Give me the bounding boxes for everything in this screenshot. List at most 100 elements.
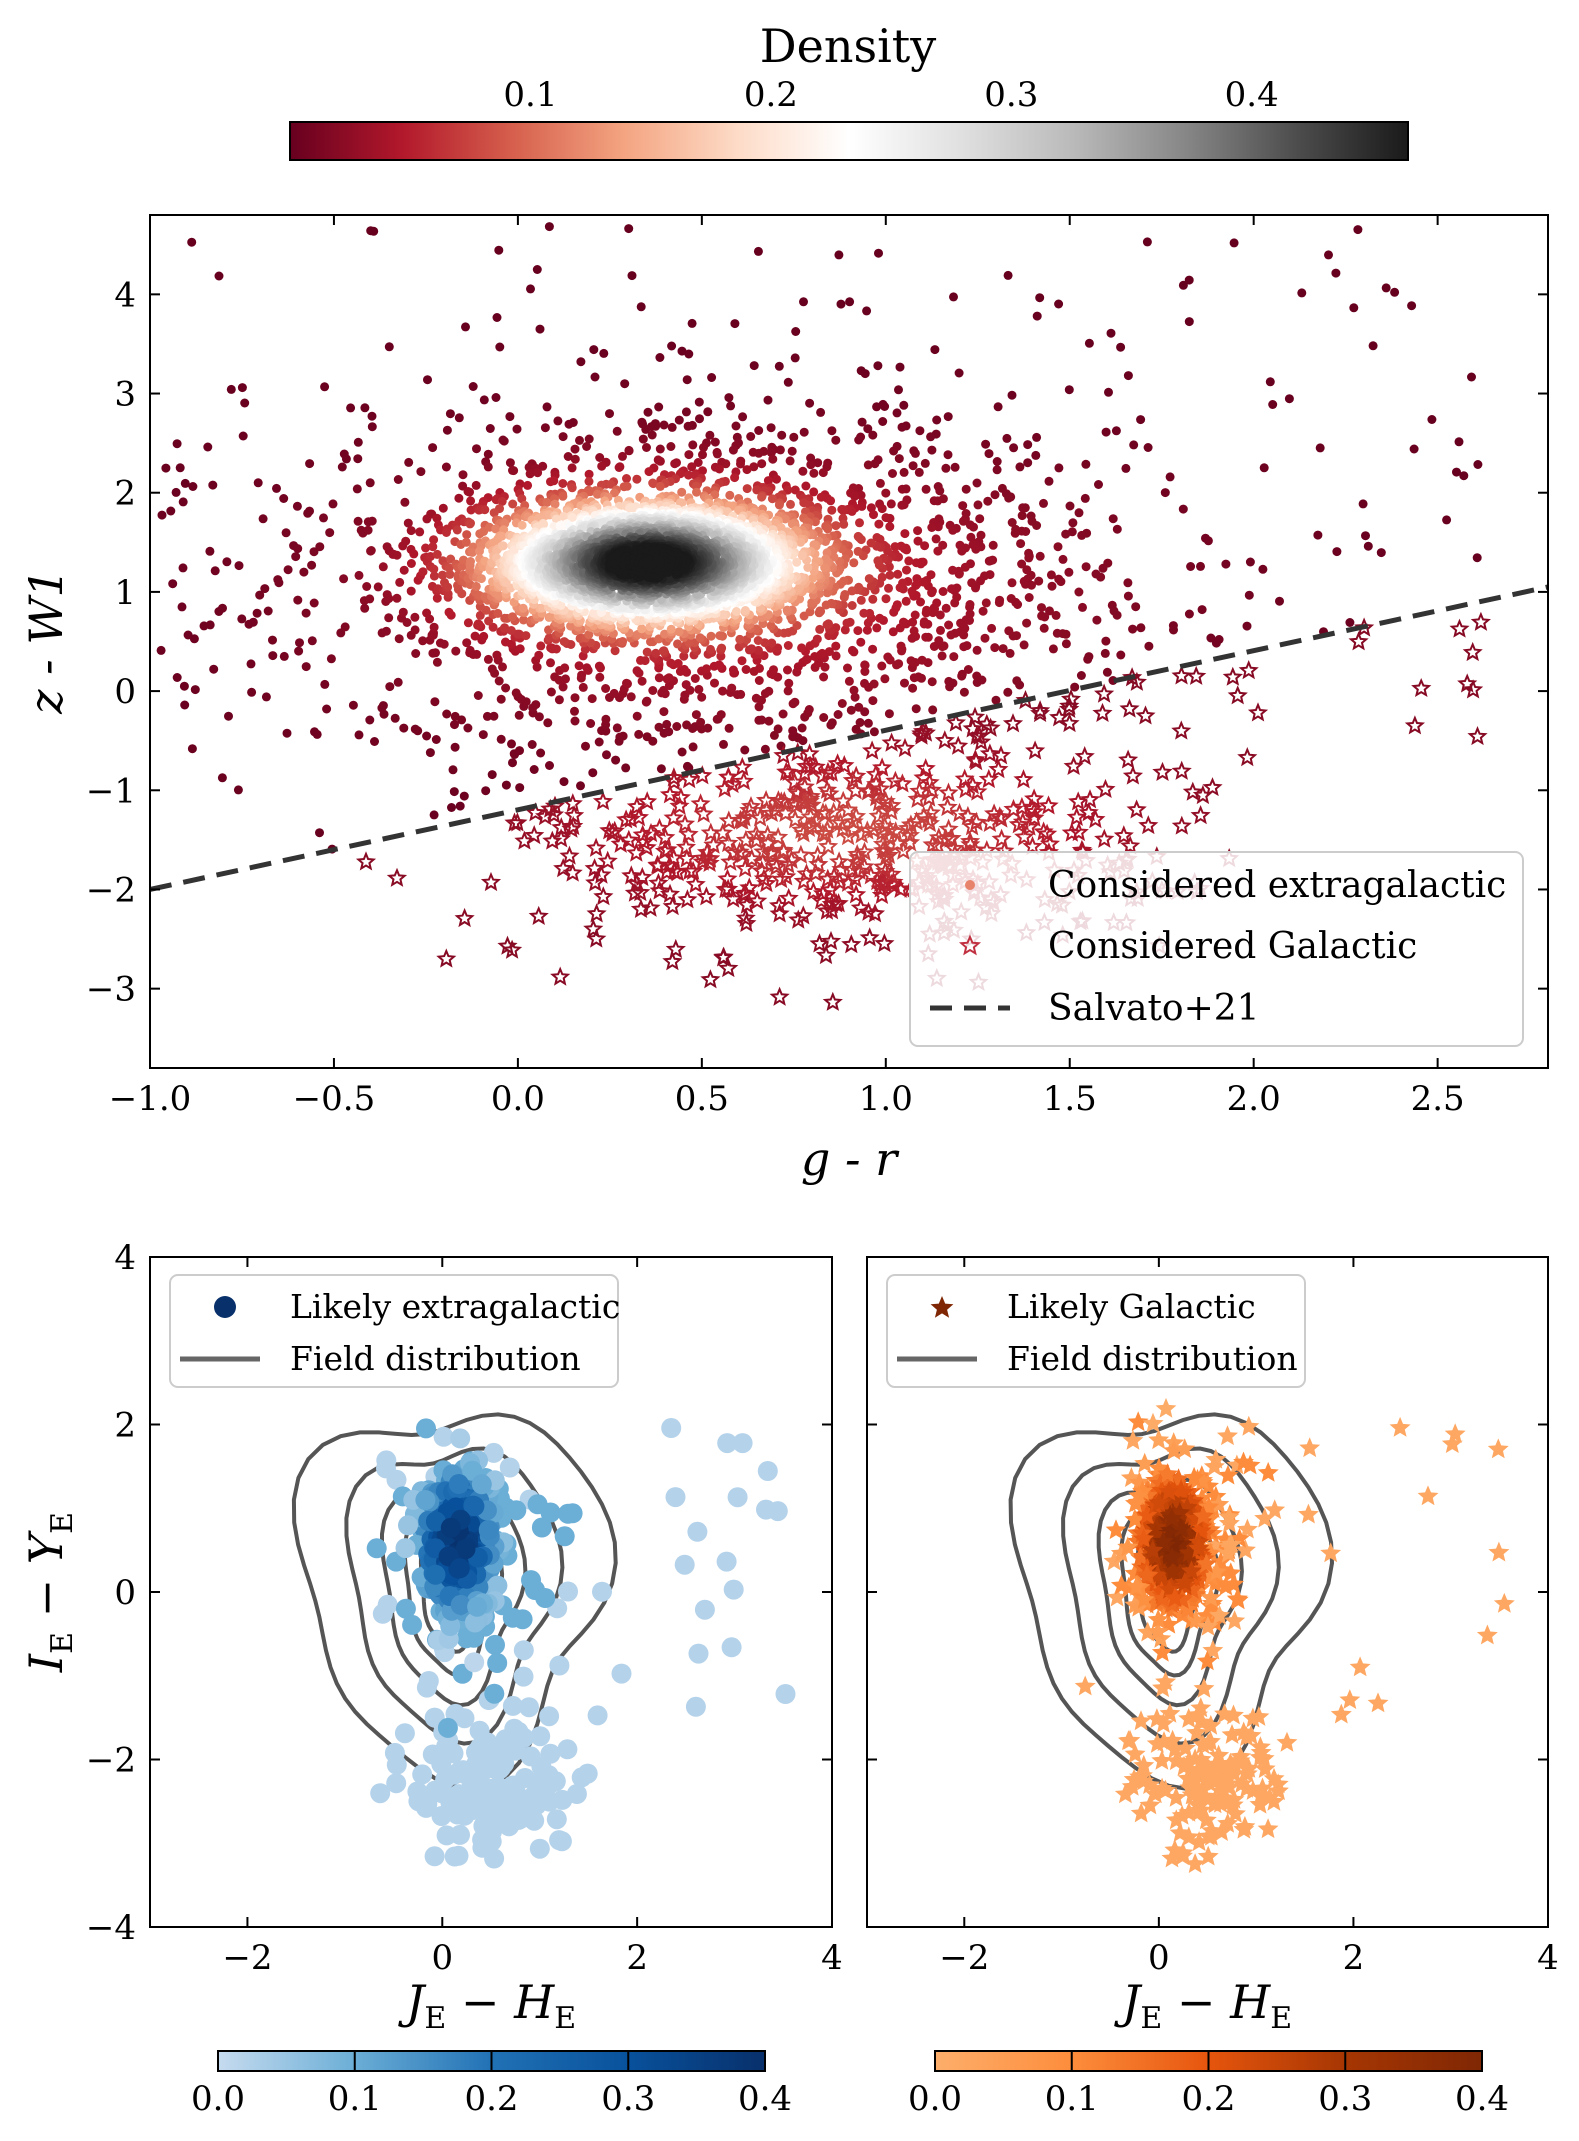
extragalactic-point xyxy=(985,557,994,566)
extragalactic-point xyxy=(831,436,840,445)
galactic-point xyxy=(1414,681,1429,695)
galactic-point xyxy=(1095,705,1110,720)
extragalactic-point xyxy=(1066,502,1075,511)
extragalactic-point xyxy=(1004,271,1013,280)
galactic-point xyxy=(877,936,892,950)
extragalactic-point xyxy=(741,606,750,615)
extragalactic-point xyxy=(743,465,752,474)
extragalactic-point xyxy=(855,533,864,542)
extragalactic-point xyxy=(987,624,996,633)
extragalactic-point xyxy=(247,688,256,697)
extragalactic-point xyxy=(798,467,807,476)
extragalactic-point xyxy=(1094,480,1103,489)
extragalactic-point xyxy=(279,494,288,503)
extragalactic-point xyxy=(729,666,738,675)
extragalactic-point xyxy=(854,703,863,712)
extragalactic-point xyxy=(259,514,268,523)
galactic-point xyxy=(457,911,472,926)
extragalactic-point xyxy=(1045,477,1054,486)
extragalactic-point xyxy=(157,646,166,655)
extragalactic-point xyxy=(1023,458,1032,467)
galactic-point xyxy=(553,969,568,984)
extragalactic-point xyxy=(430,810,439,819)
extragalactic-point xyxy=(1016,539,1025,548)
extragalactic-point xyxy=(1266,377,1275,386)
extragalactic-point xyxy=(576,357,585,366)
extragalactic-point xyxy=(885,522,894,531)
extragalactic-point xyxy=(651,422,660,431)
extragalactic-point xyxy=(885,709,894,718)
extragalactic-point xyxy=(912,574,921,583)
extragalactic-point xyxy=(368,412,377,421)
extragalactic-point xyxy=(1007,594,1016,603)
extragalactic-point xyxy=(910,626,919,635)
galactic-point xyxy=(1005,716,1020,731)
extragalactic-point xyxy=(788,447,797,456)
extragalactic-point xyxy=(888,469,897,478)
extragalactic-point xyxy=(894,385,903,394)
extragalactic-point xyxy=(422,609,431,618)
extragalactic-point xyxy=(166,507,175,516)
extragalactic-point xyxy=(1136,623,1145,632)
extragalactic-point xyxy=(1035,293,1044,302)
extragalactic-point xyxy=(533,265,542,274)
extragalactic-point xyxy=(367,546,376,555)
galactic-point xyxy=(1174,763,1189,778)
extragalactic-point xyxy=(541,423,550,432)
galactic-point xyxy=(941,821,956,836)
extragalactic-point xyxy=(443,426,452,435)
extragalactic-point xyxy=(823,524,832,533)
extragalactic-point xyxy=(915,468,924,477)
extragalactic-point xyxy=(655,353,664,362)
colorbar-tick-label: 0.3 xyxy=(984,75,1038,115)
extragalactic-point xyxy=(1092,616,1101,625)
extragalactic-point xyxy=(591,373,600,382)
extragalactic-point xyxy=(1065,385,1074,394)
extragalactic-point xyxy=(283,729,292,738)
extragalactic-point xyxy=(445,608,454,617)
extragalactic-point xyxy=(1121,464,1130,473)
extragalactic-point xyxy=(874,520,883,529)
galactic-point xyxy=(565,865,580,879)
extragalactic-point xyxy=(920,617,929,626)
extragalactic-point xyxy=(501,684,510,693)
extragalactic-point xyxy=(605,409,614,418)
extragalactic-point xyxy=(1023,440,1032,449)
extragalactic-point xyxy=(94,556,103,565)
extragalactic-point xyxy=(747,644,756,653)
extragalactic-point xyxy=(710,679,719,688)
extragalactic-point xyxy=(430,697,439,706)
extragalactic-point xyxy=(1054,542,1063,551)
extragalactic-point xyxy=(786,456,795,465)
extragalactic-point xyxy=(1143,237,1152,246)
extragalactic-point xyxy=(754,247,763,256)
extragalactic-point xyxy=(1103,668,1112,677)
extragalactic-point xyxy=(995,596,1004,605)
extragalactic-point xyxy=(642,443,651,452)
extragalactic-point xyxy=(1473,553,1482,562)
extragalactic-point xyxy=(568,463,577,472)
extragalactic-point xyxy=(994,402,1003,411)
extragalactic-point xyxy=(951,463,960,472)
extragalactic-point xyxy=(446,409,455,418)
galactic-point xyxy=(703,972,718,987)
extragalactic-point xyxy=(1008,578,1017,587)
galactic-point xyxy=(1473,614,1488,629)
extragalactic-point xyxy=(908,684,917,693)
extragalactic-point xyxy=(459,470,468,479)
extragalactic-point xyxy=(656,482,665,491)
extragalactic-point xyxy=(868,645,877,654)
galactic-point xyxy=(821,839,836,854)
extragalactic-point xyxy=(717,644,726,653)
extragalactic-point xyxy=(338,463,347,472)
extragalactic-point xyxy=(586,719,595,728)
extragalactic-point xyxy=(673,639,682,648)
extragalactic-point xyxy=(451,712,460,721)
extragalactic-point xyxy=(730,319,739,328)
galactic-point xyxy=(772,989,787,1004)
extragalactic-point xyxy=(385,682,394,691)
extragalactic-point xyxy=(848,601,857,610)
extragalactic-point xyxy=(442,463,451,472)
extragalactic-point xyxy=(869,510,878,519)
extragalactic-point xyxy=(805,399,814,408)
